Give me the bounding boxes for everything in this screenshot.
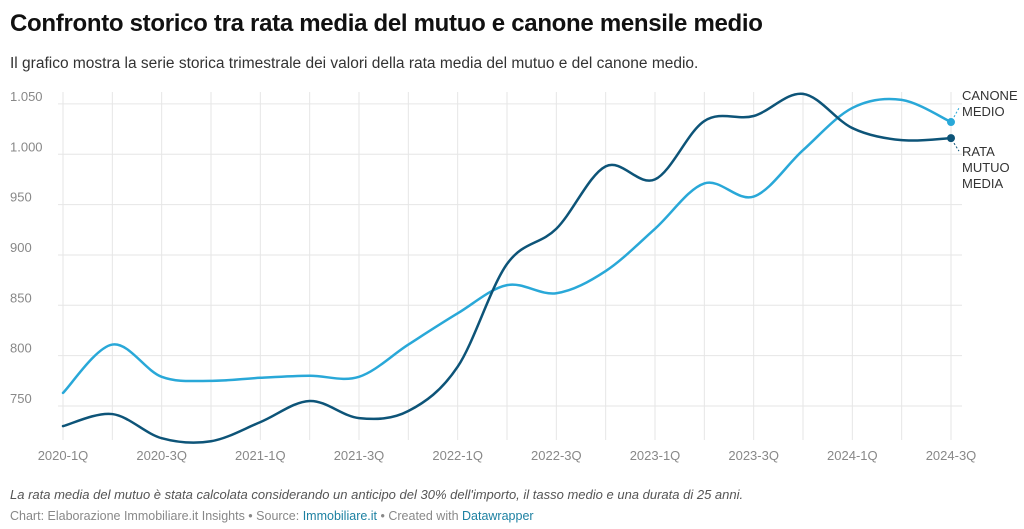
x-tick-label: 2024-3Q xyxy=(926,448,977,463)
x-tick-label: 2020-3Q xyxy=(136,448,187,463)
series-label: RATA xyxy=(962,144,995,159)
x-tick-label: 2021-1Q xyxy=(235,448,286,463)
x-tick-label: 2024-1Q xyxy=(827,448,878,463)
series-label: MEDIO xyxy=(962,104,1005,119)
x-tick-label: 2021-3Q xyxy=(334,448,385,463)
series-label: MUTUO xyxy=(962,160,1010,175)
series-line-0 xyxy=(61,97,953,395)
series-label: MEDIA xyxy=(962,176,1004,191)
y-tick-label: 900 xyxy=(10,240,32,255)
x-tick-label: 2023-3Q xyxy=(728,448,779,463)
y-tick-label: 950 xyxy=(10,190,32,205)
x-tick-label: 2022-1Q xyxy=(432,448,483,463)
y-tick-label: 1.050 xyxy=(10,89,43,104)
x-tick-label: 2022-3Q xyxy=(531,448,582,463)
datawrapper-link[interactable]: Datawrapper xyxy=(462,509,534,523)
y-tick-label: 850 xyxy=(10,290,32,305)
label-connector xyxy=(953,107,960,118)
created-with: • Created with xyxy=(377,509,462,523)
line-chart: 750 800 850 900 950 1.000 1.050 2020-1Q 2020-3Q 2… xyxy=(10,88,1018,463)
y-tick-label: 1.000 xyxy=(10,139,43,154)
chart-credit: Chart: Elaborazione Immobiliare.it Insig… xyxy=(10,509,303,523)
y-tick-label: 750 xyxy=(10,391,32,406)
chart-note: La rata media del mutuo è stata calcolat… xyxy=(10,487,744,502)
byline: Chart: Elaborazione Immobiliare.it Insig… xyxy=(10,509,534,523)
x-tick-label: 2020-1Q xyxy=(38,448,89,463)
series-endpoint-1 xyxy=(947,134,955,143)
y-tick-label: 800 xyxy=(10,341,32,356)
chart-subtitle: Il grafico mostra la serie storica trime… xyxy=(10,55,699,72)
series-endpoint-0 xyxy=(947,118,955,127)
chart-title: Confronto storico tra rata media del mut… xyxy=(10,10,763,37)
source-link[interactable]: Immobiliare.it xyxy=(302,509,378,523)
x-tick-label: 2023-1Q xyxy=(630,448,681,463)
series-line-1 xyxy=(61,92,953,444)
series-label: CANONE xyxy=(962,88,1018,103)
label-connector xyxy=(953,142,960,152)
